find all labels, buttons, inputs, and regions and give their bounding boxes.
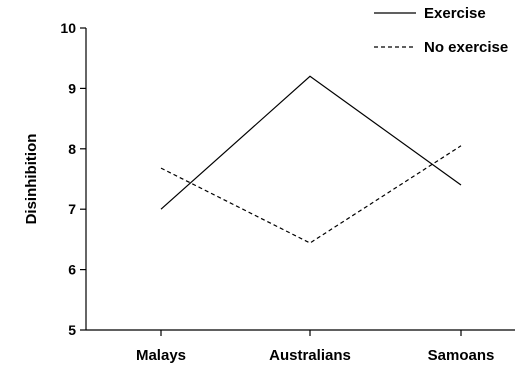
y-axis-title: Disinhibition: [23, 134, 40, 225]
series-line-no-exercise: [160, 145, 462, 244]
x-category-label: Samoans: [428, 347, 495, 364]
y-tick-label: 6: [68, 262, 76, 278]
y-tick-label: 5: [68, 322, 76, 338]
y-tick-label: 9: [68, 80, 76, 96]
y-tick-label: 7: [68, 201, 76, 217]
legend: Exercise No exercise: [374, 5, 508, 56]
x-category-label: Australians: [269, 347, 351, 364]
x-category-label: Malays: [136, 347, 186, 364]
y-tick-label: 8: [68, 141, 76, 157]
legend-label: Exercise: [424, 5, 486, 22]
legend-label: No exercise: [424, 39, 508, 56]
y-tick-label: 10: [60, 20, 76, 36]
y-axis-ticks: 5 6 7 8 9 10: [60, 20, 86, 338]
x-axis-ticks: Malays Australians Samoans: [136, 330, 494, 364]
series-layer: [160, 75, 462, 244]
series-line-exercise: [160, 75, 462, 210]
